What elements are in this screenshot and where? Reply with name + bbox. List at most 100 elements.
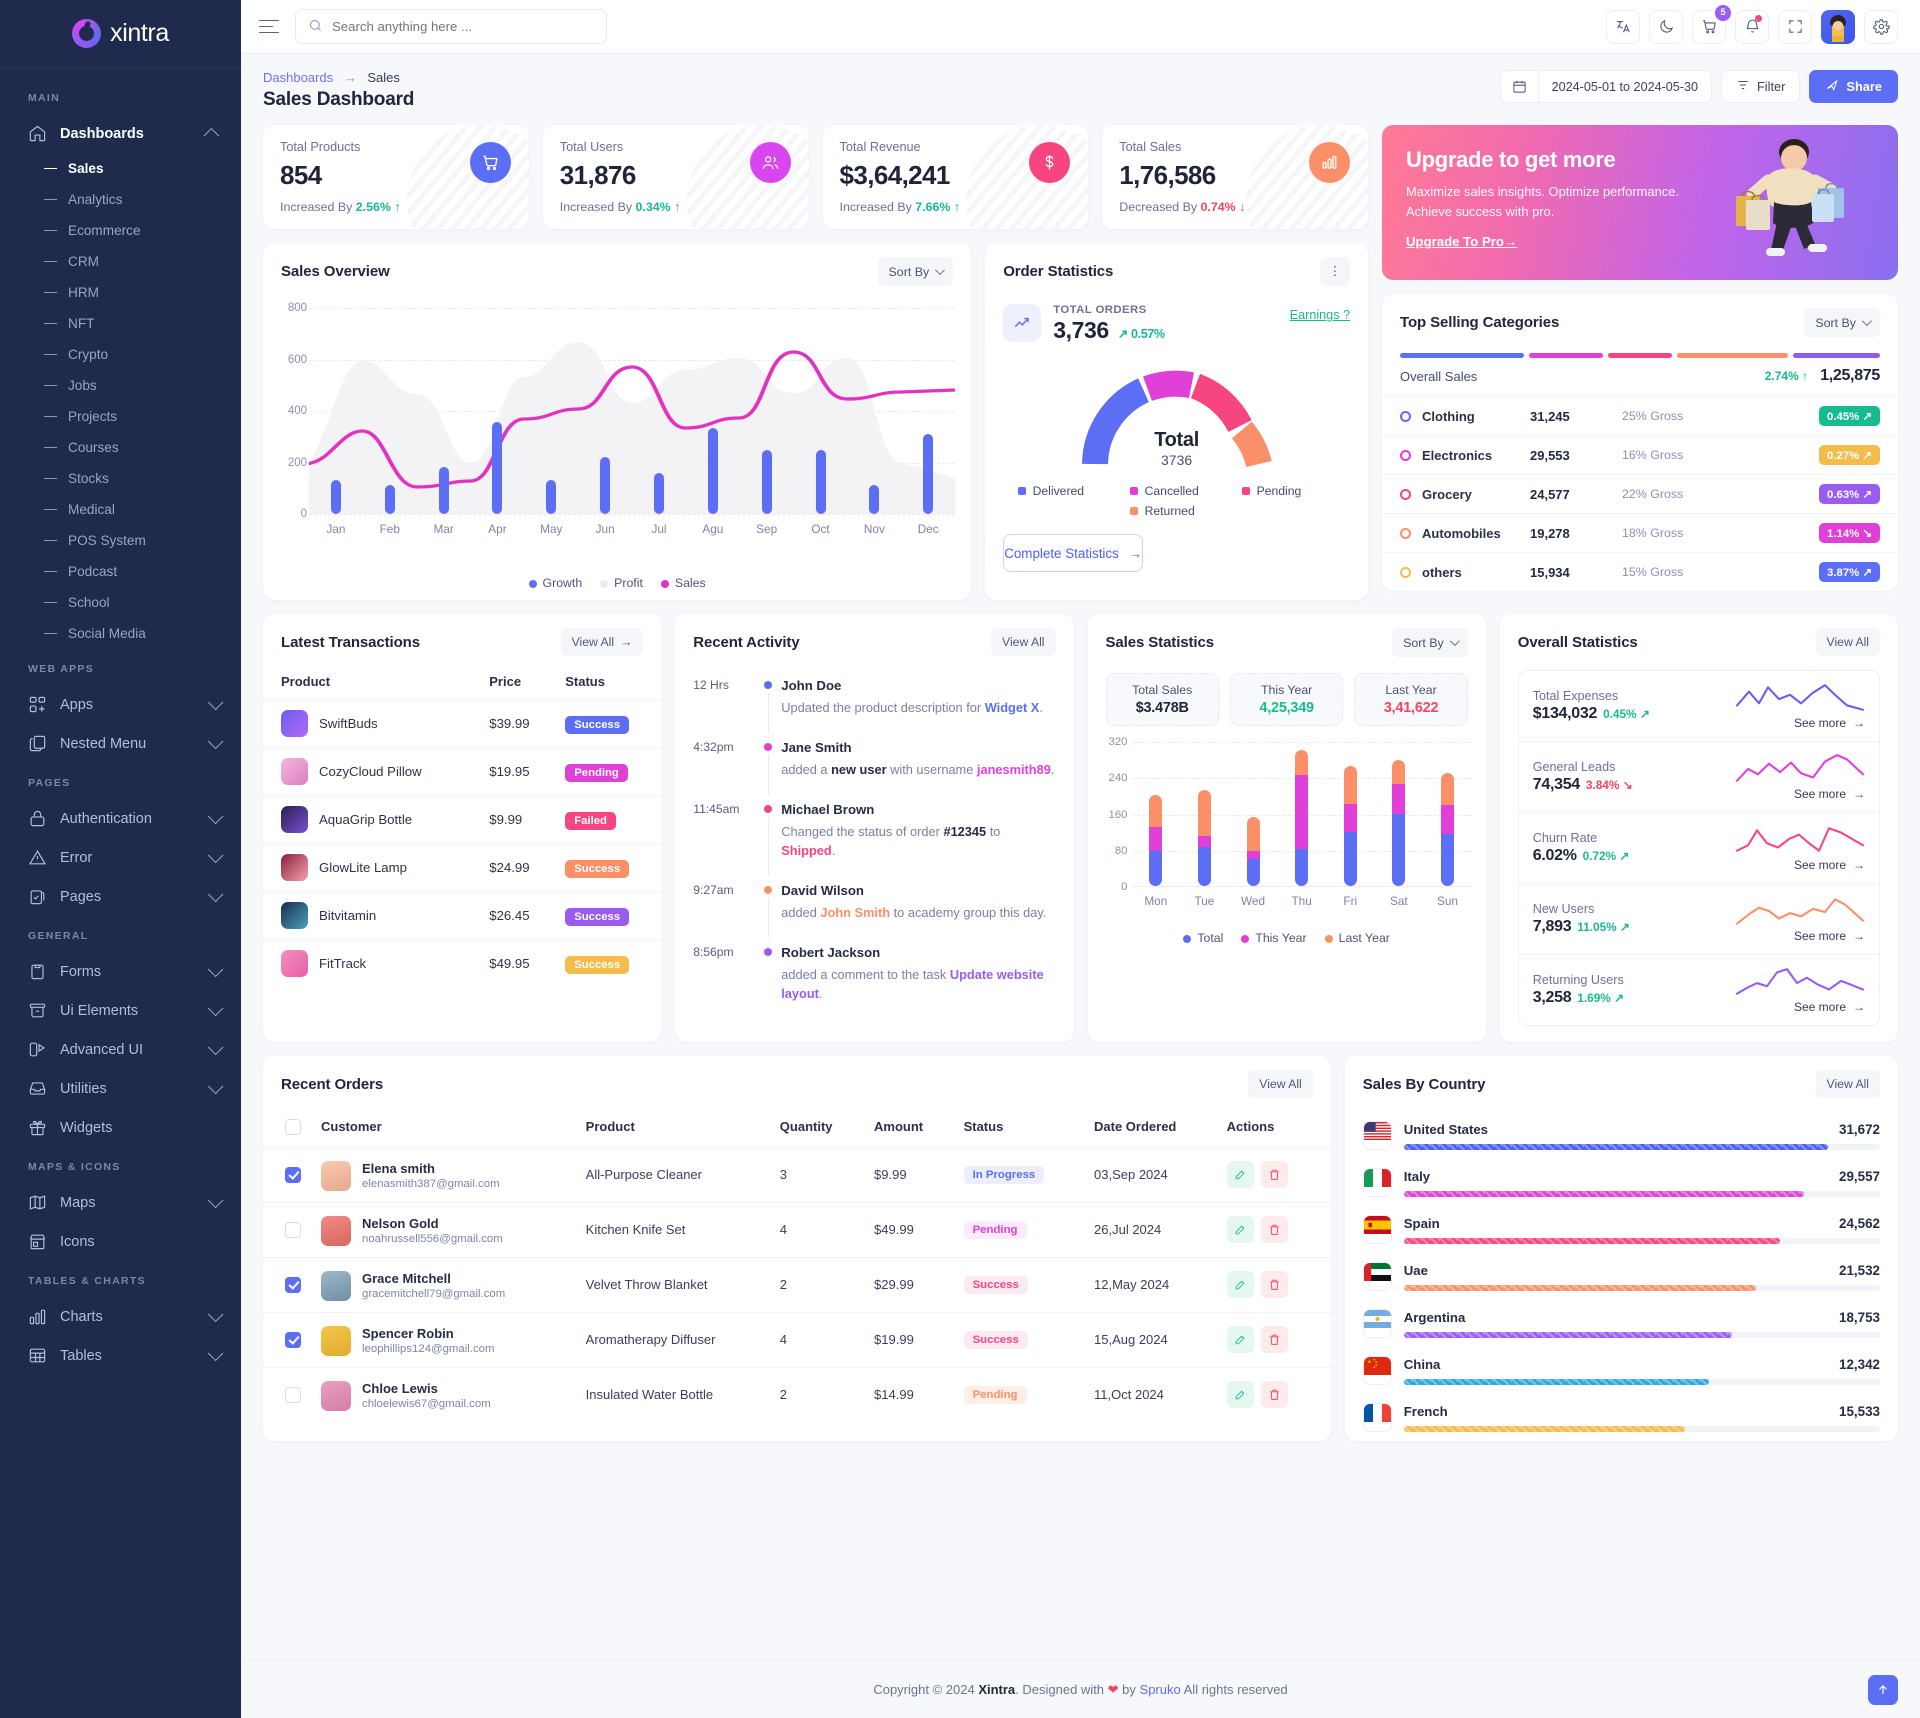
sidebar-item-authentication[interactable]: Authentication xyxy=(0,799,241,838)
table-row[interactable]: Spencer Robin leophillips124@gmail.com Aro… xyxy=(263,1311,1331,1368)
row-checkbox[interactable] xyxy=(285,1276,301,1293)
table-row[interactable]: SwiftBuds $39.99 Success xyxy=(263,699,662,747)
edit-button[interactable] xyxy=(1226,1326,1254,1354)
recent-orders-view-all[interactable]: View All xyxy=(1248,1070,1313,1098)
upgrade-link[interactable]: Upgrade To Pro→ xyxy=(1406,234,1518,249)
author-link[interactable]: Spruko xyxy=(1139,1681,1181,1697)
sidebar-item-hrm[interactable]: HRM xyxy=(0,277,241,308)
list-item[interactable]: Argentina 18,753 xyxy=(1345,1300,1898,1347)
category-row[interactable]: Clothing 31,245 25% Gross 0.45% ↗ xyxy=(1382,396,1898,435)
category-row[interactable]: others 15,934 15% Gross 3.87% ↗ xyxy=(1382,552,1898,591)
list-item[interactable]: Italy 29,557 xyxy=(1345,1159,1898,1206)
sales-overview-sort-button[interactable]: Sort By xyxy=(877,257,954,286)
sidebar-item-courses[interactable]: Courses xyxy=(0,432,241,463)
sidebar-item-projects[interactable]: Projects xyxy=(0,401,241,432)
sidebar-item-stocks[interactable]: Stocks xyxy=(0,463,241,494)
brand-logo[interactable]: xintra xyxy=(0,0,241,68)
stat-card-total-products[interactable]: Total Products 854 Increased By 2.56% ↑ xyxy=(263,125,529,229)
edit-button[interactable] xyxy=(1226,1161,1254,1189)
sidebar-item-utilities[interactable]: Utilities xyxy=(0,1069,241,1108)
menu-toggle-button[interactable] xyxy=(259,18,281,36)
latest-transactions-view-all[interactable]: View All → xyxy=(560,628,644,656)
see-more-link[interactable]: See more → xyxy=(1793,787,1865,801)
overall-stat-row[interactable]: Returning Users 3,258 1.69% ↗ See more → xyxy=(1519,955,1879,1025)
sidebar-item-school[interactable]: School xyxy=(0,587,241,618)
sidebar-item-crm[interactable]: CRM xyxy=(0,246,241,277)
list-item[interactable]: French 15,533 xyxy=(1345,1394,1898,1441)
table-row[interactable]: Nelson Gold noahrussell556@gmail.com Kitch… xyxy=(263,1201,1331,1258)
cart-button[interactable]: 5 xyxy=(1692,4,1731,44)
sidebar-item-error[interactable]: Error xyxy=(0,838,241,877)
table-row[interactable]: CozyCloud Pillow $19.95 Pending xyxy=(263,747,662,795)
avatar[interactable] xyxy=(1821,9,1855,44)
search-input[interactable] xyxy=(332,19,594,34)
sidebar-item-nested-menu[interactable]: Nested Menu xyxy=(0,724,241,763)
sidebar-item-apps[interactable]: Apps xyxy=(0,685,241,724)
breadcrumb-parent[interactable]: Dashboards xyxy=(263,70,334,85)
overall-statistics-view-all[interactable]: View All xyxy=(1815,628,1880,656)
edit-button[interactable] xyxy=(1226,1271,1254,1299)
overall-stat-row[interactable]: General Leads 74,354 3.84% ↘ See more → xyxy=(1518,742,1879,813)
sales-by-country-view-all[interactable]: View All xyxy=(1815,1070,1880,1098)
sidebar-item-dashboards[interactable]: Dashboards xyxy=(0,114,241,153)
sidebar-item-charts[interactable]: Charts xyxy=(0,1297,241,1336)
activity-highlight[interactable]: Widget X xyxy=(984,699,1040,715)
table-row[interactable]: FitTrack $49.95 Success xyxy=(263,939,662,987)
stat-card-total-revenue[interactable]: Total Revenue $3,64,241 Increased By 7.6… xyxy=(822,125,1089,229)
sidebar-item-icons[interactable]: Icons xyxy=(0,1222,241,1261)
delete-button[interactable] xyxy=(1260,1271,1288,1299)
overall-stat-row[interactable]: New Users 7,893 11.05% ↗ See more → xyxy=(1518,884,1879,955)
sidebar-item-pos-system[interactable]: POS System xyxy=(0,525,241,556)
sidebar-item-ecommerce[interactable]: Ecommerce xyxy=(0,215,241,246)
dark-mode-button[interactable] xyxy=(1649,9,1683,44)
sidebar-item-pages[interactable]: Pages xyxy=(0,877,241,916)
recent-activity-view-all[interactable]: View All xyxy=(991,628,1056,656)
delete-button[interactable] xyxy=(1260,1216,1288,1244)
settings-button[interactable] xyxy=(1864,9,1898,44)
earnings-link[interactable]: Earnings ? xyxy=(1289,308,1350,322)
sales-statistics-sort-button[interactable]: Sort By xyxy=(1392,628,1468,657)
table-row[interactable]: GlowLite Lamp $24.99 Success xyxy=(263,843,662,891)
share-button[interactable]: Share xyxy=(1809,70,1898,103)
category-row[interactable]: Grocery 24,577 22% Gross 0.63% ↗ xyxy=(1382,474,1898,513)
list-item[interactable]: China 12,342 xyxy=(1345,1347,1898,1394)
delete-button[interactable] xyxy=(1260,1326,1288,1354)
complete-statistics-button[interactable]: Complete Statistics → xyxy=(1003,534,1144,572)
sidebar-item-advanced-ui[interactable]: Advanced UI xyxy=(0,1030,241,1069)
table-row[interactable]: AquaGrip Bottle $9.99 Failed xyxy=(263,795,662,843)
select-all-checkbox[interactable] xyxy=(285,1118,301,1135)
language-button[interactable] xyxy=(1606,9,1640,44)
overall-stat-row[interactable]: Churn Rate 6.02% 0.72% ↗ See more → xyxy=(1518,813,1879,884)
see-more-link[interactable]: See more → xyxy=(1793,1000,1865,1014)
table-row[interactable]: Elena smith elenasmith387@gmail.com All-Pu… xyxy=(263,1146,1331,1203)
overall-stat-row[interactable]: Total Expenses $134,032 0.45% ↗ See more → xyxy=(1518,671,1879,742)
sidebar-item-sales[interactable]: Sales xyxy=(0,153,241,184)
delete-button[interactable] xyxy=(1260,1161,1288,1189)
upgrade-banner[interactable]: Upgrade to get more Maximize sales insig… xyxy=(1382,125,1898,280)
sidebar-item-jobs[interactable]: Jobs xyxy=(0,370,241,401)
filter-button[interactable]: Filter xyxy=(1720,70,1801,103)
sidebar-item-medical[interactable]: Medical xyxy=(0,494,241,525)
activity-highlight[interactable]: John Smith xyxy=(820,904,891,920)
stat-card-total-users[interactable]: Total Users 31,876 Increased By 0.34% ↑ xyxy=(542,125,809,229)
table-row[interactable]: Chloe Lewis chloelewis67@gmail.com Insulat… xyxy=(263,1366,1331,1422)
back-to-top-button[interactable] xyxy=(1868,1674,1898,1705)
order-statistics-menu-button[interactable]: ⋮ xyxy=(1319,257,1350,286)
row-checkbox[interactable] xyxy=(285,1331,301,1348)
row-checkbox[interactable] xyxy=(285,1386,301,1403)
table-row[interactable]: Bitvitamin $26.45 Success xyxy=(263,891,662,939)
date-range-picker[interactable]: 2024-05-01 to 2024-05-30 xyxy=(1499,70,1712,103)
delete-button[interactable] xyxy=(1260,1381,1288,1409)
sidebar-item-forms[interactable]: Forms xyxy=(0,952,241,991)
fullscreen-button[interactable] xyxy=(1778,9,1812,44)
sidebar-item-podcast[interactable]: Podcast xyxy=(0,556,241,587)
category-row[interactable]: Electronics 29,553 16% Gross 0.27% ↗ xyxy=(1382,435,1898,474)
stat-card-total-sales[interactable]: Total Sales 1,76,586 Decreased By 0.74% … xyxy=(1102,125,1368,229)
activity-highlight[interactable]: Shipped xyxy=(781,842,832,858)
sidebar-item-maps[interactable]: Maps xyxy=(0,1183,241,1222)
notifications-button[interactable] xyxy=(1735,9,1769,44)
sidebar-item-widgets[interactable]: Widgets xyxy=(0,1108,241,1147)
sidebar-item-tables[interactable]: Tables xyxy=(0,1336,241,1375)
activity-highlight[interactable]: janesmith89 xyxy=(976,761,1051,777)
list-item[interactable]: Uae 21,532 xyxy=(1345,1253,1898,1300)
